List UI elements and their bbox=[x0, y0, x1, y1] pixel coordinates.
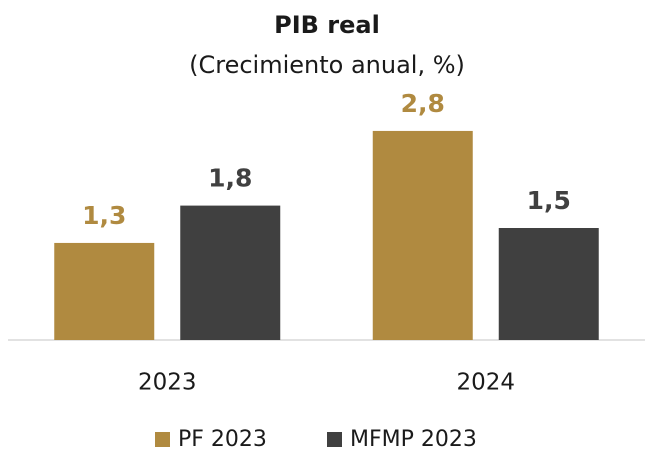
legend-label: MFMP 2023 bbox=[350, 427, 477, 452]
data-label: 1,5 bbox=[527, 186, 571, 215]
bar bbox=[372, 130, 473, 340]
x-tick-label: 2024 bbox=[456, 370, 515, 396]
data-label: 2,8 bbox=[401, 89, 445, 118]
data-label: 1,3 bbox=[82, 201, 126, 230]
legend-swatch bbox=[327, 432, 342, 447]
legend-swatch bbox=[155, 432, 170, 447]
x-tick-label: 2023 bbox=[138, 370, 197, 396]
bar bbox=[498, 228, 599, 340]
bar bbox=[54, 242, 155, 340]
data-label: 1,8 bbox=[208, 164, 252, 193]
legend-label: PF 2023 bbox=[178, 427, 267, 452]
chart-title: PIB real bbox=[274, 11, 380, 39]
chart-subtitle: (Crecimiento anual, %) bbox=[189, 51, 465, 79]
bar bbox=[180, 205, 281, 340]
